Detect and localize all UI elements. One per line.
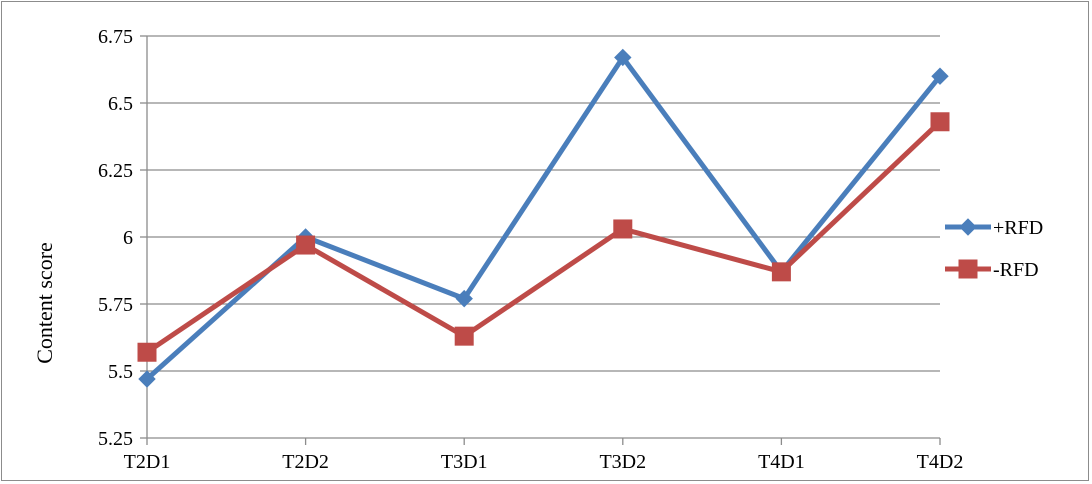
- y-tick-label: 6.25: [98, 160, 133, 182]
- data-point: [138, 370, 156, 388]
- legend: +RFD -RFD: [945, 217, 1043, 281]
- series-line: [145, 54, 942, 381]
- series-2: [137, 112, 950, 362]
- data-point: [454, 326, 474, 346]
- x-tick-labels: T2D1 T2D2 T3D1 T3D2 T4D1 T4D2: [124, 451, 964, 473]
- data-point: [958, 259, 978, 279]
- series-1: [138, 48, 949, 388]
- data-point: [137, 342, 157, 362]
- data-point: [959, 218, 977, 236]
- legend-item: -RFD: [945, 259, 1039, 281]
- data-point: [296, 235, 316, 255]
- data-point: [931, 67, 949, 85]
- y-axis-label: Content score: [32, 242, 57, 364]
- series-line: [145, 119, 942, 355]
- y-tick-label: 6.75: [98, 26, 133, 48]
- x-tick-label: T2D1: [124, 451, 171, 473]
- y-tick-label: 5.25: [98, 428, 133, 450]
- axes: [140, 35, 941, 445]
- y-tick-label: 5.5: [108, 361, 133, 383]
- y-tick-labels: 5.25 5.5 5.75 6 6.25 6.5 6.75: [98, 26, 133, 450]
- legend-label: +RFD: [993, 217, 1043, 239]
- legend-label: -RFD: [993, 259, 1039, 281]
- data-point: [930, 112, 950, 132]
- gridlines: [147, 35, 940, 372]
- x-tick-label: T3D2: [599, 451, 646, 473]
- y-tick-label: 6.5: [108, 93, 133, 115]
- data-point: [771, 262, 791, 282]
- x-tick-label: T2D2: [282, 451, 329, 473]
- data-point: [614, 48, 632, 67]
- y-tick-label: 5.75: [98, 294, 133, 316]
- x-tick-label: T3D1: [441, 451, 488, 473]
- legend-item: +RFD: [945, 217, 1043, 239]
- x-tick-label: T4D2: [917, 451, 964, 473]
- y-tick-label: 6: [123, 227, 133, 249]
- data-point: [613, 219, 633, 239]
- data-point: [455, 289, 473, 308]
- x-tick-label: T4D1: [758, 451, 805, 473]
- series-group: [137, 48, 950, 388]
